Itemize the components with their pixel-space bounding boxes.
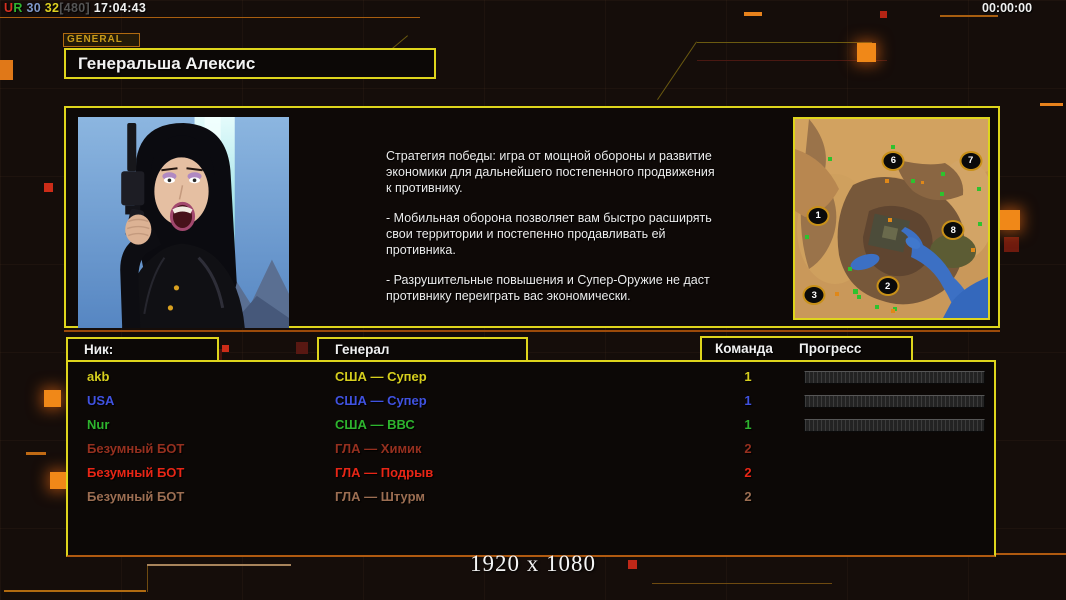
circuit-decoration (657, 41, 697, 101)
player-team: 2 (744, 489, 752, 504)
circuit-decoration (744, 12, 762, 16)
players-list: akb США — Супер 1 USA США — Супер 1 Nur … (66, 360, 996, 557)
map-start-position: 2 (876, 276, 900, 297)
circuit-decoration (44, 183, 53, 192)
circuit-decoration (652, 583, 832, 584)
player-team: 2 (744, 465, 752, 480)
map-start-position: 1 (806, 205, 830, 226)
general-info-panel: Стратегия победы: игра от мощной обороны… (64, 106, 1000, 328)
player-progress-bar (804, 419, 985, 432)
circuit-decoration (296, 342, 308, 354)
player-nick: akb (87, 369, 110, 384)
map-start-position: 6 (881, 150, 905, 171)
general-portrait-image (78, 117, 289, 328)
header-general-label: Генерал (335, 342, 390, 357)
circuit-decoration (6, 64, 13, 71)
strategy-paragraph: - Разрушительные повышения и Супер-Оружи… (386, 273, 710, 303)
circuit-decoration (0, 60, 13, 80)
table-row: Безумный БОТ ГЛА — Подрыв 2 (68, 461, 994, 485)
player-general: США — ВВС (335, 417, 415, 432)
player-team: 1 (744, 369, 752, 384)
status-value2: 32 (44, 1, 60, 15)
map-start-position: 3 (802, 285, 826, 306)
minimap: 1 2 3 6 7 8 (793, 117, 990, 320)
circuit-decoration (1040, 103, 1063, 106)
player-nick: Безумный БОТ (87, 441, 185, 456)
general-name-box: Генеральша Алексис (64, 48, 436, 79)
header-nick: Ник: (66, 337, 219, 364)
header-nick-label: Ник: (84, 342, 114, 357)
debug-status-readout: UR 30 32[480] 17:04:43 (4, 1, 146, 15)
circuit-decoration (1004, 237, 1019, 252)
player-team: 1 (744, 417, 752, 432)
map-start-position: 7 (959, 150, 983, 171)
circuit-decoration (50, 472, 67, 489)
table-row: Безумный БОТ ГЛА — Химик 2 (68, 437, 994, 461)
circuit-decoration (697, 42, 872, 43)
circuit-decoration (1000, 210, 1020, 230)
strategy-text: Стратегия победы: игра от мощной обороны… (386, 148, 720, 318)
strategy-paragraph: - Мобильная оборона позволяет вам быстро… (386, 211, 712, 257)
circuit-decoration (44, 390, 61, 407)
header-team-label: Команда (715, 341, 773, 356)
player-nick: Безумный БОТ (87, 465, 185, 480)
strategy-paragraph: Стратегия победы: игра от мощной обороны… (386, 149, 715, 195)
status-value1: 30 (26, 1, 41, 15)
player-general: США — Супер (335, 393, 427, 408)
status-u: U (4, 1, 14, 15)
table-row: USA США — Супер 1 (68, 389, 994, 413)
circuit-decoration (64, 330, 1000, 332)
circuit-decoration (26, 452, 46, 455)
header-progress-label: Прогресс (799, 341, 862, 356)
circuit-decoration (880, 11, 887, 18)
player-general: ГЛА — Штурм (335, 489, 425, 504)
player-nick: USA (87, 393, 115, 408)
player-general: ГЛА — Химик (335, 441, 422, 456)
status-clock: 17:04:43 (93, 1, 147, 15)
table-row: akb США — Супер 1 (68, 365, 994, 389)
table-row: Безумный БОТ ГЛА — Штурм 2 (68, 485, 994, 509)
circuit-decoration (4, 590, 146, 592)
map-start-position: 8 (941, 220, 965, 241)
circuit-decoration (940, 15, 998, 17)
circuit-decoration (697, 60, 887, 61)
player-nick: Nur (87, 417, 110, 432)
header-team-progress: Команда Прогресс (700, 336, 913, 363)
status-value3: [480] (59, 1, 90, 15)
player-general: ГЛА — Подрыв (335, 465, 434, 480)
general-tag: GENERAL (63, 33, 140, 47)
match-timer: 00:00:00 (982, 1, 1033, 15)
status-r: R (13, 1, 23, 15)
player-team: 1 (744, 393, 752, 408)
general-name: Генеральша Алексис (78, 54, 256, 73)
circuit-decoration (857, 43, 876, 62)
circuit-decoration (222, 345, 229, 352)
player-progress-bar (804, 371, 985, 384)
player-team: 2 (744, 441, 752, 456)
player-general: США — Супер (335, 369, 427, 384)
table-row: Nur США — ВВС 1 (68, 413, 994, 437)
player-nick: Безумный БОТ (87, 489, 185, 504)
resolution-label: 1920 x 1080 (470, 551, 596, 576)
player-progress-bar (804, 395, 985, 408)
circuit-decoration (0, 17, 420, 18)
